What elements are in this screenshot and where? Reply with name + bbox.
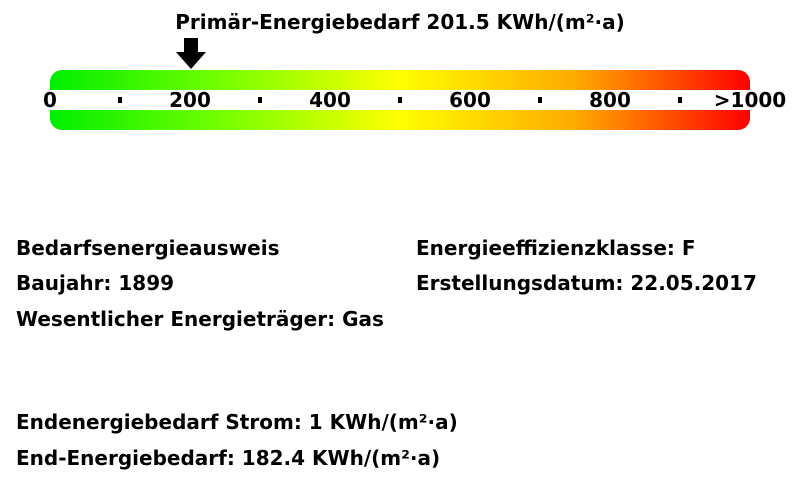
energy-carrier: Wesentlicher Energieträger: Gas bbox=[16, 307, 384, 331]
arrow-down-icon bbox=[176, 38, 207, 69]
electricity-demand: Endenergiebedarf Strom: 1 KWh/(m²·a) bbox=[16, 410, 458, 434]
page-title: Primär-Energiebedarf 201.5 KWh/(m²·a) bbox=[175, 10, 625, 34]
scale-label: 400 bbox=[309, 88, 351, 112]
scale-label: 0 bbox=[43, 88, 57, 112]
scale-label: 600 bbox=[449, 88, 491, 112]
construction-year: Baujahr: 1899 bbox=[16, 271, 175, 295]
scale-tick bbox=[258, 97, 262, 103]
scale-tick bbox=[538, 97, 542, 103]
creation-date: Erstellungsdatum: 22.05.2017 bbox=[416, 271, 757, 295]
scale-label: >1000 bbox=[713, 88, 787, 112]
scale-tick bbox=[678, 97, 682, 103]
efficiency-class: Energieeffizienzklasse: F bbox=[416, 236, 696, 260]
scale-tick bbox=[398, 97, 402, 103]
end-energy-demand: End-Energiebedarf: 182.4 KWh/(m²·a) bbox=[16, 446, 441, 470]
scale-label: 200 bbox=[169, 88, 211, 112]
scale-tick bbox=[118, 97, 122, 103]
scale-label: 800 bbox=[589, 88, 631, 112]
certificate-type: Bedarfsenergieausweis bbox=[16, 236, 280, 260]
